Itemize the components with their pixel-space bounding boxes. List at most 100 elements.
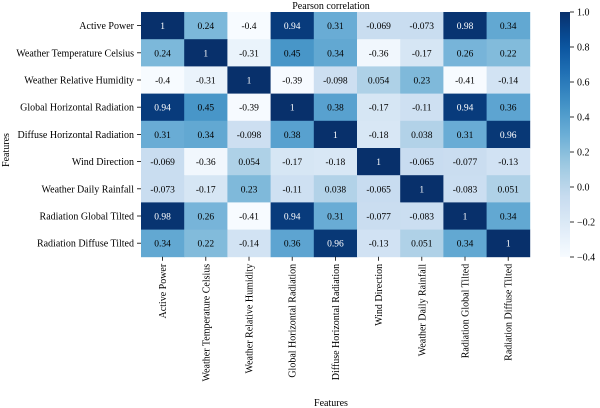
cell-value-label: 0.36 xyxy=(500,104,517,114)
cell-value-label: 0.23 xyxy=(413,77,430,87)
chart-title: Pearson correlation xyxy=(292,1,369,12)
cell-value-label: -0.11 xyxy=(412,104,432,114)
column-label: Radiation Diffuse Tilted xyxy=(504,264,515,361)
heatmap-cell xyxy=(141,120,185,149)
row-label: Wind Direction xyxy=(72,157,134,168)
heatmap-cell xyxy=(141,66,185,94)
heatmap-cell xyxy=(313,148,358,176)
heatmap-cell xyxy=(184,120,228,149)
cell-value-label: -0.11 xyxy=(282,185,302,195)
heatmap-cell xyxy=(227,12,271,40)
colorbar-tick-label: 0.2 xyxy=(577,148,590,159)
column-label: Diffuse Horizontal Radiation xyxy=(331,264,342,380)
cell-value-label: 1 xyxy=(160,22,165,32)
heatmap-cell xyxy=(141,148,185,176)
colorbar xyxy=(560,12,570,257)
cell-value-label: 0.22 xyxy=(500,49,517,59)
heatmap-cell xyxy=(486,148,531,176)
column-labels: Active Power Weather Temperature Celsius W… xyxy=(158,256,515,382)
cell-value-label: -0.098 xyxy=(323,77,348,87)
heatmap-cell xyxy=(400,202,444,230)
row-label: Weather Relative Humidity xyxy=(24,76,134,87)
colorbar-ticks: −0.4 −0.2 0.0 0.2 0.4 0.6 0.8 1.0 xyxy=(570,8,595,264)
cell-value-label: 0.94 xyxy=(284,213,301,223)
heatmap-cell xyxy=(357,229,401,258)
cell-value-label: -0.13 xyxy=(369,240,389,250)
heatmap-cell xyxy=(400,175,444,203)
column-label: Weather Daily Rainfall xyxy=(417,264,428,357)
row-label: Active Power xyxy=(79,21,134,32)
heatmap-cell xyxy=(486,175,531,203)
heatmap-cell xyxy=(486,66,531,94)
cell-value-label: 1 xyxy=(333,131,338,141)
cell-value-label: -0.31 xyxy=(239,49,259,59)
cell-value-label: 1 xyxy=(463,213,468,223)
cell-value-label: -0.098 xyxy=(237,131,262,141)
heatmap-cell xyxy=(184,229,228,258)
cell-value-label: 0.98 xyxy=(457,22,474,32)
cell-value-label: 0.051 xyxy=(498,185,520,195)
heatmap-cell xyxy=(227,93,271,122)
cell-value-label: 0.23 xyxy=(241,185,258,195)
cell-value-label: 0.96 xyxy=(500,131,517,141)
cell-value-label: 0.24 xyxy=(197,22,214,32)
cell-value-label: 1 xyxy=(247,77,252,87)
heatmap-cell xyxy=(400,120,444,149)
heatmap-cell xyxy=(486,229,531,258)
row-label: Weather Temperature Celsius xyxy=(16,48,134,59)
cell-value-label: 0.34 xyxy=(197,131,214,141)
cell-value-label: -0.14 xyxy=(239,240,259,250)
heatmap-cell xyxy=(227,120,271,149)
heatmap-cell xyxy=(270,202,315,230)
colorbar-tick-label: 0.0 xyxy=(577,183,590,194)
heatmap-cell xyxy=(443,39,487,67)
heatmap-cell xyxy=(141,229,185,258)
cell-value-label: -0.39 xyxy=(282,77,302,87)
cell-value-label: 0.054 xyxy=(238,158,260,168)
row-label: Weather Daily Rainfall xyxy=(42,184,135,195)
cell-value-label: 0.24 xyxy=(154,49,171,59)
cell-value-label: -0.31 xyxy=(196,77,216,87)
cell-value-label: 0.31 xyxy=(457,131,474,141)
heatmap-cell xyxy=(357,202,401,230)
cell-value-label: 0.22 xyxy=(197,240,214,250)
heatmap-cell xyxy=(227,148,271,176)
heatmap-cell xyxy=(141,175,185,203)
cell-value-label: -0.17 xyxy=(196,185,216,195)
heatmap-cell xyxy=(141,39,185,67)
heatmap-cell xyxy=(270,66,315,94)
column-label: Global Horizontal Radiation xyxy=(288,264,299,378)
cell-value-label: 0.26 xyxy=(457,49,474,59)
cell-value-label: 0.98 xyxy=(154,213,171,223)
cell-value-label: 0.94 xyxy=(457,104,474,114)
heatmap-cell xyxy=(443,120,487,149)
heatmap-cell xyxy=(313,120,358,149)
colorbar-tick-label: −0.2 xyxy=(577,218,595,229)
heatmap-cell xyxy=(270,93,315,122)
cell-value-label: -0.13 xyxy=(498,158,518,168)
cell-value-label: 0.45 xyxy=(284,49,301,59)
cell-value-label: -0.4 xyxy=(241,22,256,32)
heatmap-cell xyxy=(357,12,401,40)
cell-value-label: -0.17 xyxy=(412,49,432,59)
heatmap-cell xyxy=(443,93,487,122)
heatmap-cell xyxy=(443,148,487,176)
heatmap-cell xyxy=(486,93,531,122)
cell-value-label: 0.38 xyxy=(284,131,301,141)
heatmap-cell xyxy=(400,93,444,122)
heatmap-cell xyxy=(486,12,531,40)
cell-value-label: 1 xyxy=(419,185,424,195)
heatmap-cell xyxy=(400,148,444,176)
cell-value-label: 0.34 xyxy=(500,22,517,32)
cell-value-label: -0.18 xyxy=(369,131,389,141)
heatmap-cell xyxy=(184,39,228,67)
heatmap-cell xyxy=(313,12,358,40)
cell-value-label: -0.41 xyxy=(239,213,259,223)
heatmap-cell xyxy=(227,229,271,258)
heatmap-cell xyxy=(313,202,358,230)
heatmap-cell xyxy=(443,229,487,258)
cell-value-label: 0.31 xyxy=(154,131,171,141)
cell-value-label: 1 xyxy=(506,240,511,250)
cell-value-label: 0.34 xyxy=(154,240,171,250)
